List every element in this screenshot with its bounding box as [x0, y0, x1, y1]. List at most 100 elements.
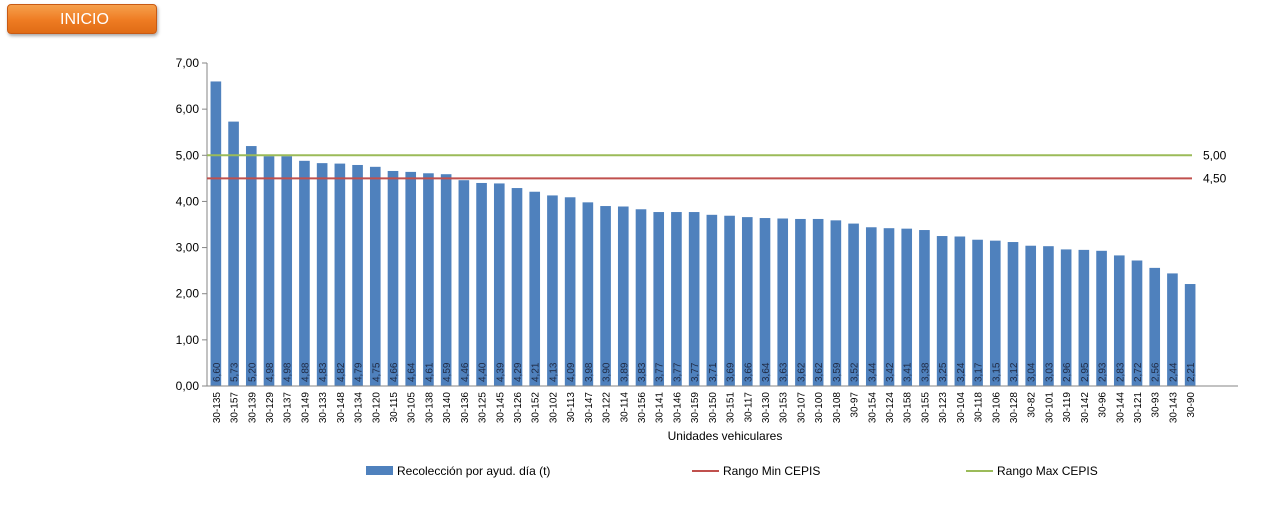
bar [1113, 255, 1125, 386]
bar-value-label: 4,40 [478, 362, 489, 382]
bar [564, 197, 576, 386]
bar-value-label: 3,69 [726, 362, 737, 382]
x-tick-label: 30-107 [796, 392, 807, 424]
x-tick-label: 30-159 [690, 392, 701, 424]
bar [706, 214, 718, 386]
bar-value-label: 3,42 [885, 362, 896, 382]
bar [1078, 249, 1090, 386]
bar-value-label: 3,52 [850, 362, 861, 382]
bar-value-label: 4,98 [265, 362, 276, 382]
bar-value-label: 2,96 [1062, 362, 1073, 382]
bar [1007, 242, 1019, 386]
y-tick-label: 5,00 [176, 148, 200, 162]
x-tick-label: 30-144 [1115, 392, 1126, 424]
x-tick-label: 30-155 [920, 392, 931, 424]
y-tick-label: 0,00 [176, 379, 200, 393]
bar-value-label: 4,29 [513, 362, 524, 382]
x-tick-label: 30-138 [424, 392, 435, 424]
bar [919, 230, 930, 386]
x-tick-label: 30-96 [1098, 392, 1109, 418]
bar-value-label: 3,15 [991, 362, 1002, 382]
x-tick-label: 30-114 [619, 392, 630, 423]
bar [653, 212, 665, 386]
bar-value-label: 3,89 [619, 362, 630, 382]
bar [387, 170, 399, 386]
bar-value-label: 3,03 [1044, 362, 1055, 382]
x-tick-label: 30-82 [1027, 392, 1038, 418]
x-tick-label: 30-153 [779, 392, 790, 424]
x-tick-label: 30-122 [602, 392, 613, 424]
x-axis-title: Unidades vehiculares [668, 429, 783, 443]
bar [795, 218, 806, 386]
bar-value-label: 3,63 [779, 362, 790, 382]
bar-value-label: 3,62 [814, 362, 825, 382]
bar [299, 160, 310, 386]
bar [493, 183, 505, 386]
bar [1184, 284, 1196, 386]
legend-label: Rango Max CEPIS [997, 464, 1098, 478]
x-tick-label: 30-101 [1044, 392, 1055, 424]
bar [741, 217, 753, 386]
bar-value-label: 2,56 [1151, 362, 1162, 382]
x-tick-label: 30-90 [1186, 392, 1197, 418]
bar [1043, 246, 1054, 386]
x-tick-label: 30-145 [495, 392, 506, 424]
x-tick-label: 30-137 [283, 392, 294, 424]
x-tick-label: 30-115 [389, 392, 400, 423]
bar [582, 202, 594, 386]
bar-value-label: 4,83 [318, 362, 329, 382]
bar-value-label: 4,59 [442, 362, 453, 382]
bar-value-label: 4,09 [566, 362, 577, 382]
x-tick-label: 30-119 [1062, 392, 1073, 423]
x-tick-label: 30-158 [903, 392, 914, 424]
bar-value-label: 6,60 [212, 362, 223, 382]
bar-value-label: 4,21 [531, 362, 542, 382]
reference-line-label: 5,00 [1203, 148, 1227, 162]
bar [476, 182, 487, 386]
bar-value-label: 4,82 [336, 362, 347, 382]
bar-value-label: 3,41 [903, 362, 914, 382]
bar-value-label: 4,13 [548, 362, 559, 382]
x-tick-label: 30-93 [1151, 392, 1162, 418]
x-tick-label: 30-97 [850, 392, 861, 418]
x-tick-label: 30-104 [956, 392, 967, 424]
bar-value-label: 3,77 [655, 362, 666, 382]
bar [210, 81, 222, 386]
bar [830, 220, 842, 386]
bar-value-label: 5,73 [230, 362, 241, 382]
x-tick-label: 30-134 [354, 392, 365, 424]
bar-value-label: 4,98 [283, 362, 294, 382]
bar-value-label: 3,66 [743, 362, 754, 382]
bar-value-label: 2,21 [1186, 362, 1197, 382]
bar [759, 218, 771, 386]
y-tick-label: 6,00 [176, 102, 200, 116]
x-tick-label: 30-152 [531, 392, 542, 424]
bar-value-label: 3,98 [584, 362, 595, 382]
bar [405, 171, 417, 386]
bar-value-label: 2,44 [1168, 362, 1179, 382]
bar-value-label: 3,44 [867, 362, 878, 382]
bar [547, 195, 558, 386]
bar [352, 164, 363, 386]
bar [617, 206, 629, 386]
bar-value-label: 2,93 [1098, 362, 1109, 382]
x-tick-label: 30-133 [318, 392, 329, 424]
bar-value-label: 4,79 [354, 362, 365, 382]
bar [954, 236, 966, 386]
bar [316, 163, 328, 386]
x-tick-label: 30-117 [743, 392, 754, 423]
x-tick-label: 30-150 [708, 392, 719, 424]
x-tick-label: 30-147 [584, 392, 595, 424]
bar-value-label: 3,59 [832, 362, 843, 382]
bar-value-label: 3,77 [690, 362, 701, 382]
bar [423, 173, 434, 386]
inicio-button[interactable]: INICIO [7, 4, 157, 34]
bar-value-label: 3,04 [1027, 362, 1038, 382]
bar [671, 212, 682, 386]
bar [1060, 249, 1072, 386]
bar [458, 180, 470, 386]
x-tick-label: 30-151 [726, 392, 737, 424]
x-tick-label: 30-123 [938, 392, 949, 424]
y-tick-label: 4,00 [176, 194, 200, 208]
y-tick-label: 2,00 [176, 287, 200, 301]
